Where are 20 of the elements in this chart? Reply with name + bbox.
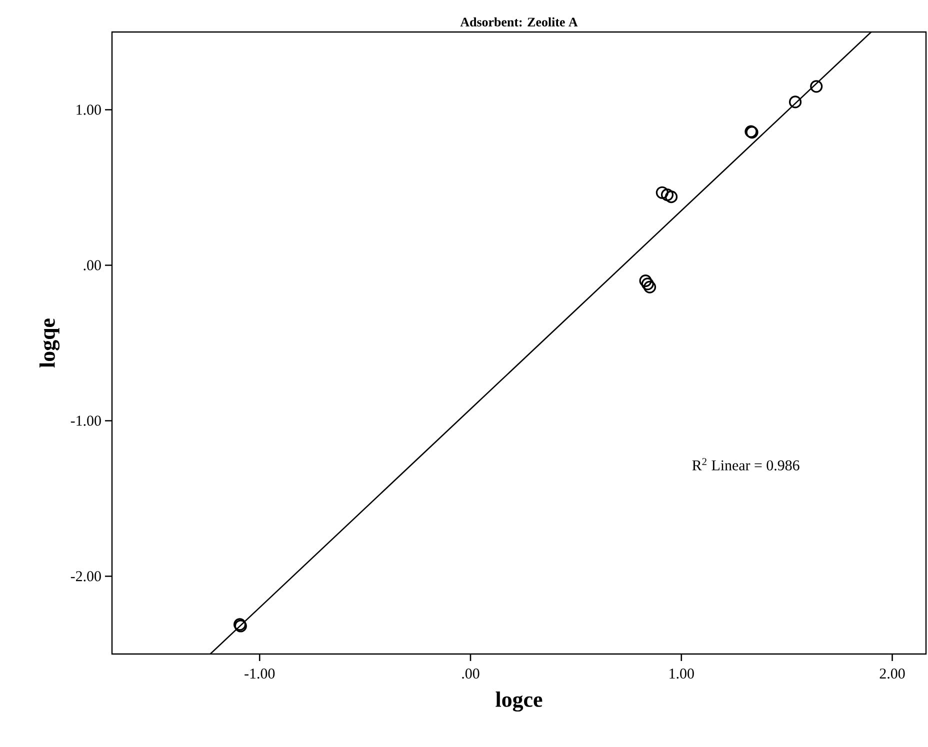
y-axis-title: logqe [39,318,60,368]
annotation: R$^{2}$ Linear = 0.986 [692,458,800,470]
point [643,280,656,294]
point [656,186,668,199]
x-tick-label: -1.00 [244,668,275,679]
x-tick-label: 2.00 [880,668,905,679]
point [788,96,802,108]
y-tick-label: 1.00 [76,104,101,115]
point [810,80,823,93]
chart-title: Adsorbent: Zeolite A [460,17,578,27]
point [641,278,654,290]
point [664,190,678,204]
y-tick-label: .00 [84,260,101,270]
x-tick-label: .00 [462,668,480,679]
x-tick-label: 1.00 [670,668,694,679]
point [660,188,674,202]
y-tick-label: -1.00 [70,416,101,426]
point [639,274,652,288]
y-tick-label: -2.00 [70,571,101,582]
x-axis-title: logce [496,692,542,712]
